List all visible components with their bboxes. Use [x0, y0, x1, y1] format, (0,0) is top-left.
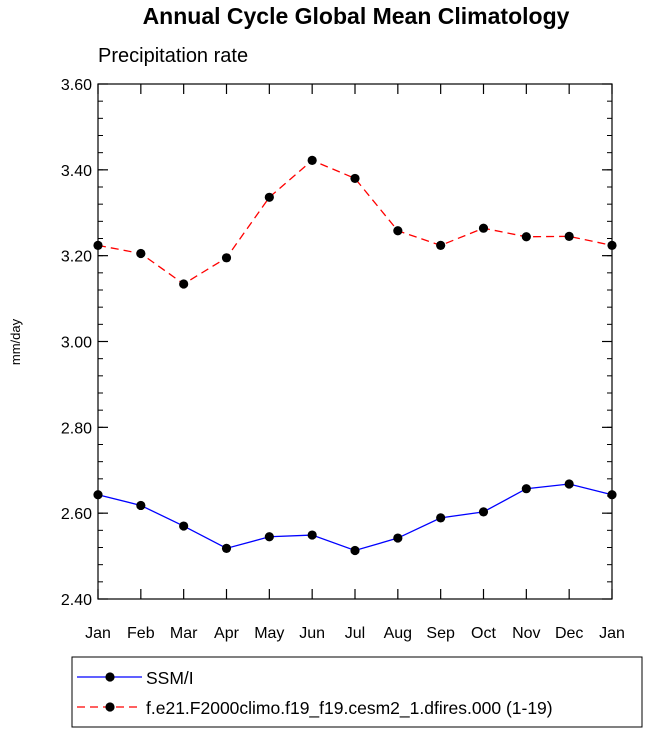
y-tick-labels: 2.40 2.60 2.80 3.00 3.20 3.40 3.60: [61, 77, 92, 609]
y-tick-label: 2.80: [61, 420, 92, 437]
series-0-point: [521, 484, 531, 494]
y-axis-label: mm/day: [8, 318, 23, 365]
series-1-point: [436, 240, 446, 250]
series-0-point: [264, 532, 274, 542]
series-1-point: [350, 173, 360, 184]
x-tick-labels: Jan Feb Mar Apr May Jun Jul Aug Sep Oct Nov Dec Jan: [85, 625, 625, 642]
x-tick-label: Dec: [555, 625, 583, 642]
series-1-point: [307, 155, 317, 165]
series-1-point: [393, 226, 403, 236]
series-0-point: [136, 500, 146, 511]
y-tick-label: 3.20: [61, 249, 92, 266]
series-1-point: [179, 279, 189, 289]
x-tick-label: Jan: [599, 625, 625, 642]
series-0-point: [393, 533, 403, 543]
x-tick-label: Jul: [345, 625, 365, 642]
legend-marker-ssmi: [105, 672, 115, 682]
legend-label-ssmi: SSM/I: [146, 668, 194, 688]
y-tick-label: 3.60: [61, 77, 92, 94]
series-0-point: [221, 543, 232, 553]
legend: SSM/I f.e21.F2000climo.f19_f19.cesm2_1.d…: [71, 656, 643, 728]
chart-title: Annual Cycle Global Mean Climatology: [143, 3, 570, 29]
series-0-point: [564, 479, 574, 489]
legend-marker-model: [105, 702, 115, 712]
y-tick-label: 2.60: [61, 506, 92, 523]
y-tick-label: 3.00: [61, 335, 92, 352]
x-tick-label: Apr: [214, 625, 240, 642]
series-0-point: [307, 530, 317, 540]
x-tick-label: Jan: [85, 625, 111, 642]
series-1-point: [478, 223, 489, 233]
series-0-point: [478, 507, 489, 517]
plot-frame: [97, 83, 613, 600]
x-tick-label: Mar: [170, 625, 198, 642]
series-1-point: [264, 192, 274, 202]
legend-label-model: f.e21.F2000climo.f19_f19.cesm2_1.dfires.…: [146, 698, 553, 719]
x-tick-label: May: [254, 625, 284, 642]
chart-subtitle: Precipitation rate: [98, 45, 248, 67]
legend-box: [71, 656, 643, 728]
series-1-point: [521, 232, 531, 242]
series-line-0: [97, 483, 613, 552]
y-tick-label: 3.40: [61, 163, 92, 180]
series-0-point: [436, 513, 446, 523]
series-1-point: [221, 253, 232, 263]
x-tick-label: Sep: [426, 625, 455, 642]
x-tick-label: Oct: [471, 625, 496, 642]
x-tick-label: Nov: [512, 625, 540, 642]
y-tick-label: 2.40: [61, 592, 92, 609]
series-0-point: [179, 521, 189, 531]
series-markers: [93, 155, 617, 556]
x-tick-label: Aug: [384, 625, 412, 642]
series-1-point: [564, 231, 574, 241]
x-tick-label: Jun: [299, 625, 325, 642]
x-tick-label: Feb: [127, 625, 155, 642]
series-0-point: [350, 545, 360, 556]
series-1-point: [136, 248, 146, 259]
series-lines: [97, 159, 613, 552]
